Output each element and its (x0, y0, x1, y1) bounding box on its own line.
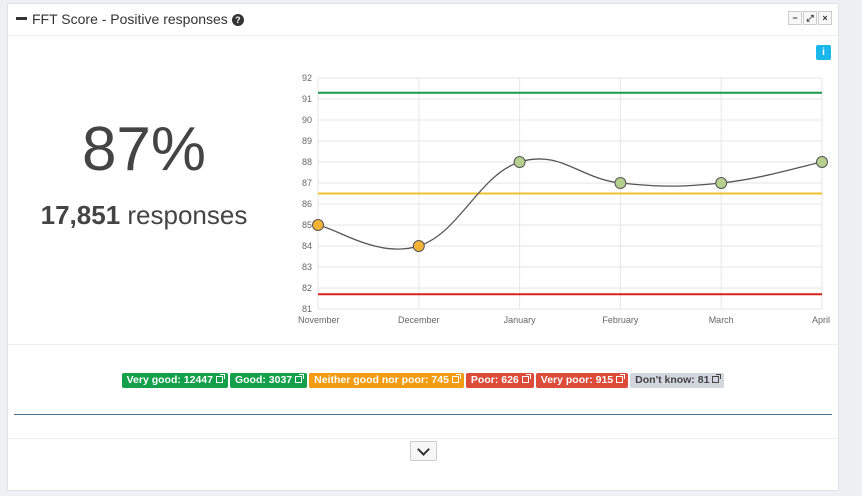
line-chart: 81 82 83 84 85 86 87 88 89 90 91 92 November December… (298, 73, 830, 325)
legend-badge[interactable]: Neither good nor poor: 745 (309, 373, 464, 388)
divider (8, 344, 838, 345)
data-point (614, 177, 627, 189)
external-link-icon (521, 374, 531, 383)
x-tick-label: December (398, 315, 440, 325)
x-tick-label: November (298, 315, 340, 325)
divider (8, 438, 838, 439)
data-point (715, 177, 728, 189)
minimize-button[interactable]: − (788, 11, 802, 25)
legend-badge-label: Neither good nor poor: 745 (314, 374, 449, 386)
legend-badge-label: Poor: 626 (470, 374, 519, 386)
legend-badge[interactable]: Don't know: 81 (630, 373, 725, 388)
chevron-down-icon (417, 443, 430, 456)
y-tick-label: 91 (302, 94, 312, 104)
responses-count: 17,851 (40, 200, 121, 230)
divider (14, 414, 832, 415)
expand-button[interactable] (410, 441, 437, 461)
x-tick-label: February (602, 315, 639, 325)
legend-badge[interactable]: Very good: 12447 (121, 373, 228, 388)
x-tick-label: April (812, 315, 830, 325)
close-button[interactable]: × (818, 11, 832, 25)
legend-badge[interactable]: Poor: 626 (465, 373, 534, 388)
panel-title-text: FFT Score - Positive responses (32, 11, 228, 27)
external-link-icon (712, 374, 722, 383)
maximize-button[interactable]: ⤢ (803, 11, 817, 25)
external-link-icon (616, 374, 626, 383)
y-tick-label: 89 (302, 136, 312, 146)
score-value: 87% (81, 115, 207, 184)
legend-badge[interactable]: Good: 3037 (229, 373, 308, 388)
external-link-icon (451, 374, 461, 383)
x-tick-label: January (504, 315, 537, 325)
legend-badge-label: Good: 3037 (234, 374, 293, 386)
info-icon[interactable]: i (816, 45, 831, 60)
series-line (317, 158, 823, 250)
y-tick-label: 81 (302, 304, 312, 314)
y-tick-label: 83 (302, 262, 312, 272)
y-tick-label: 86 (302, 199, 312, 209)
data-point (816, 156, 828, 168)
legend-badge[interactable]: Very poor: 915 (535, 373, 629, 388)
external-link-icon (215, 374, 225, 383)
x-tick-label: March (709, 315, 734, 325)
external-link-icon (295, 374, 305, 383)
fft-score-panel: FFT Score - Positive responses? − ⤢ × i … (7, 3, 839, 491)
responses-label: responses (127, 200, 248, 230)
y-tick-label: 90 (302, 115, 312, 125)
y-tick-label: 85 (302, 220, 312, 230)
y-tick-label: 84 (302, 241, 312, 251)
legend-badge-label: Very good: 12447 (126, 374, 213, 386)
panel-title: FFT Score - Positive responses? (32, 11, 244, 27)
response-legend: Very good: 12447 Good: 3037 Neither good n… (8, 373, 838, 388)
help-icon[interactable]: ? (231, 14, 244, 26)
y-tick-label: 92 (302, 73, 312, 83)
y-tick-label: 87 (302, 178, 312, 188)
legend-badge-label: Don't know: 81 (635, 374, 710, 386)
data-point (513, 156, 526, 168)
panel-header: FFT Score - Positive responses? − ⤢ × (8, 4, 838, 36)
data-point (312, 219, 324, 231)
responses-summary: 17,851 responses (8, 200, 280, 231)
data-point (412, 240, 425, 252)
window-buttons: − ⤢ × (787, 11, 832, 25)
y-tick-label: 88 (302, 157, 312, 167)
y-tick-label: 82 (302, 283, 312, 293)
collapse-icon[interactable] (16, 17, 27, 20)
legend-badge-label: Very poor: 915 (540, 374, 614, 386)
